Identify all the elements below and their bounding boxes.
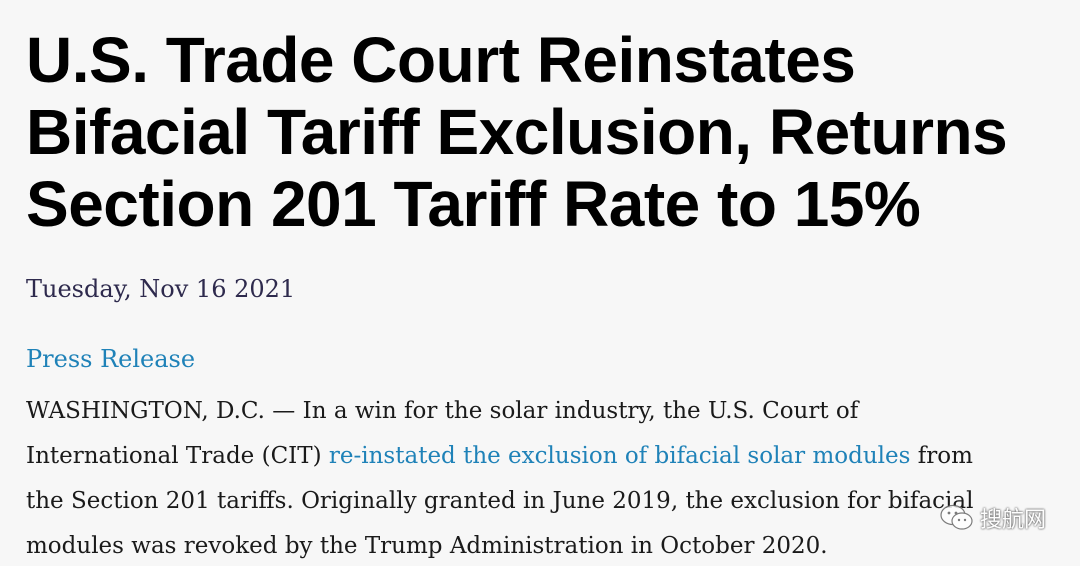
category-link[interactable]: Press Release [26, 345, 196, 373]
body-line: the Section 201 tariffs. Originally gran… [26, 488, 974, 514]
body-line: International Trade (CIT) re-instated th… [26, 434, 1066, 479]
body-text-segment: from [910, 443, 973, 469]
headline-line: U.S. Trade Court Reinstates [26, 24, 856, 96]
body-text-segment: International Trade (CIT) [26, 443, 329, 469]
headline-line: Bifacial Tariff Exclusion, Returns [26, 96, 1008, 168]
publish-date: Tuesday, Nov 16 2021 [26, 275, 296, 303]
watermark: 搜航网 [940, 502, 1046, 534]
article-headline: U.S. Trade Court Reinstates Bifacial Tar… [26, 24, 1056, 240]
article-body: WASHINGTON, D.C. — In a win for the sola… [26, 389, 1066, 566]
body-line: modules was revoked by the Trump Adminis… [26, 533, 828, 559]
watermark-text: 搜航网 [979, 508, 1046, 533]
wechat-icon [940, 504, 974, 532]
headline-line: Section 201 Tariff Rate to 15% [26, 168, 921, 240]
bifacial-exclusion-link[interactable]: re-instated the exclusion of bifacial so… [328, 443, 911, 469]
body-line: WASHINGTON, D.C. — In a win for the sola… [26, 398, 859, 424]
